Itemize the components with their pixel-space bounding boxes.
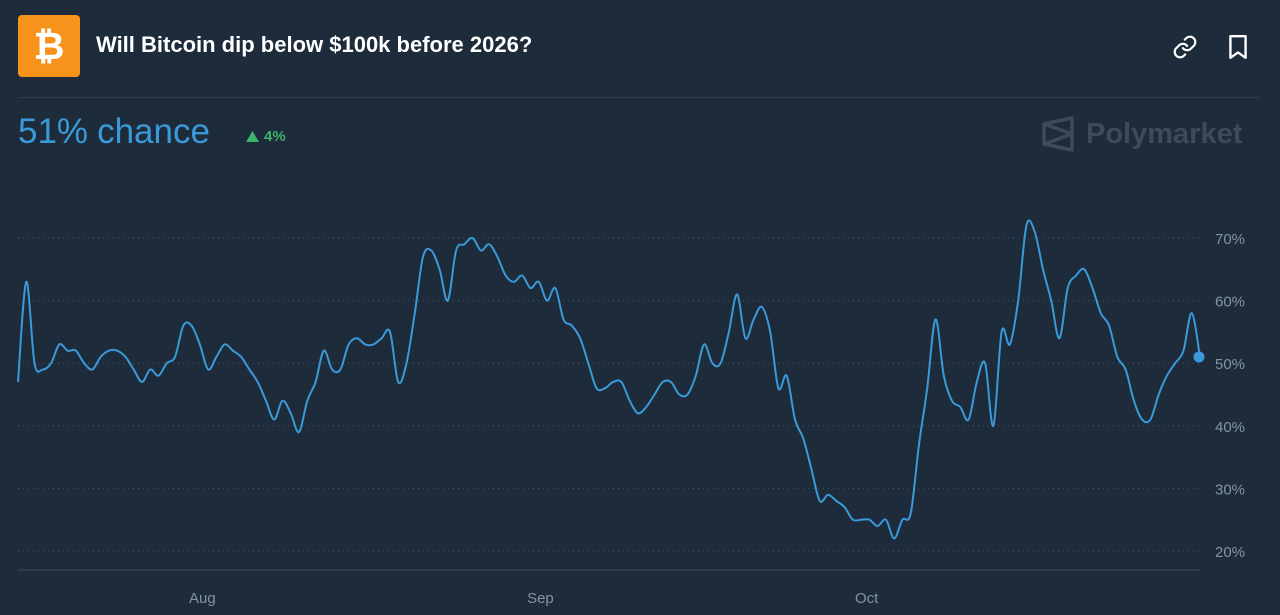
- y-tick-label: 20%: [1215, 544, 1245, 561]
- x-tick-label: Oct: [855, 590, 879, 607]
- chance-suffix: chance: [97, 112, 210, 151]
- chance-value: 51%: [18, 112, 89, 151]
- chance-change-value: 4%: [264, 128, 286, 145]
- header-divider: [18, 97, 1260, 98]
- y-tick-label: 50%: [1215, 356, 1245, 373]
- bookmark-icon: [1229, 34, 1247, 60]
- y-tick-label: 40%: [1215, 419, 1245, 436]
- x-tick-label: Sep: [527, 590, 554, 607]
- y-tick-label: 30%: [1215, 481, 1245, 498]
- triangle-up-icon: [246, 131, 259, 142]
- market-title: Will Bitcoin dip below $100k before 2026…: [96, 32, 533, 57]
- current-value-dot: [1193, 351, 1205, 363]
- market-header: ₿ Will Bitcoin dip below $100k before 20…: [0, 0, 1280, 96]
- bitcoin-icon: ₿: [18, 15, 80, 77]
- chance-change: 4%: [246, 128, 286, 145]
- bookmark-button[interactable]: [1223, 32, 1253, 62]
- copy-link-button[interactable]: [1170, 32, 1200, 62]
- y-tick-label: 60%: [1215, 294, 1245, 311]
- y-tick-label: 70%: [1215, 231, 1245, 248]
- svg-text:₿: ₿: [34, 26, 65, 66]
- series-line: [17, 219, 1201, 540]
- x-tick-label: Aug: [189, 590, 216, 607]
- link-icon: [1173, 35, 1197, 59]
- polymarket-watermark: Polymarket: [1042, 116, 1242, 152]
- polymarket-logo-icon: [1042, 116, 1074, 152]
- chance-display: 51% chance: [18, 112, 210, 152]
- brand-name: Polymarket: [1086, 117, 1243, 150]
